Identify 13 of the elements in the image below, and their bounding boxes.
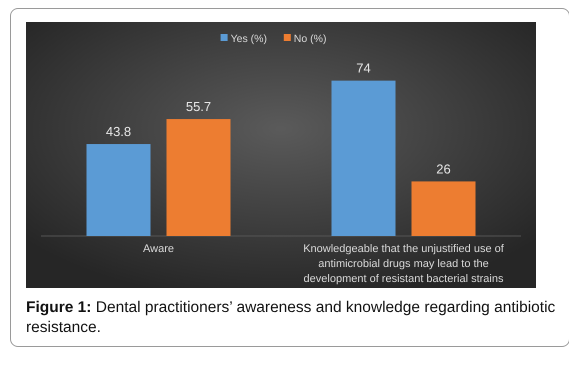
data-label: 55.7 (186, 99, 212, 114)
bar (412, 181, 476, 236)
caption: Figure 1: Dental practitioners’ awareness and knowledge regarding antibiotic resistance. (26, 298, 556, 338)
x-tick-label: Knowledgeable that the unjustified use of antimicrobial drugs may lead to the development of resistant bacterial strains (303, 243, 505, 285)
data-label: 74 (356, 60, 371, 76)
bar (332, 80, 396, 236)
bar (86, 144, 150, 236)
x-tick-label: Aware (143, 243, 174, 255)
legend-label: Yes (%) (230, 33, 267, 45)
data-label: 43.8 (106, 124, 132, 140)
bar (166, 119, 230, 236)
data-label: 26 (436, 161, 451, 176)
legend-label: No (%) (294, 33, 326, 45)
